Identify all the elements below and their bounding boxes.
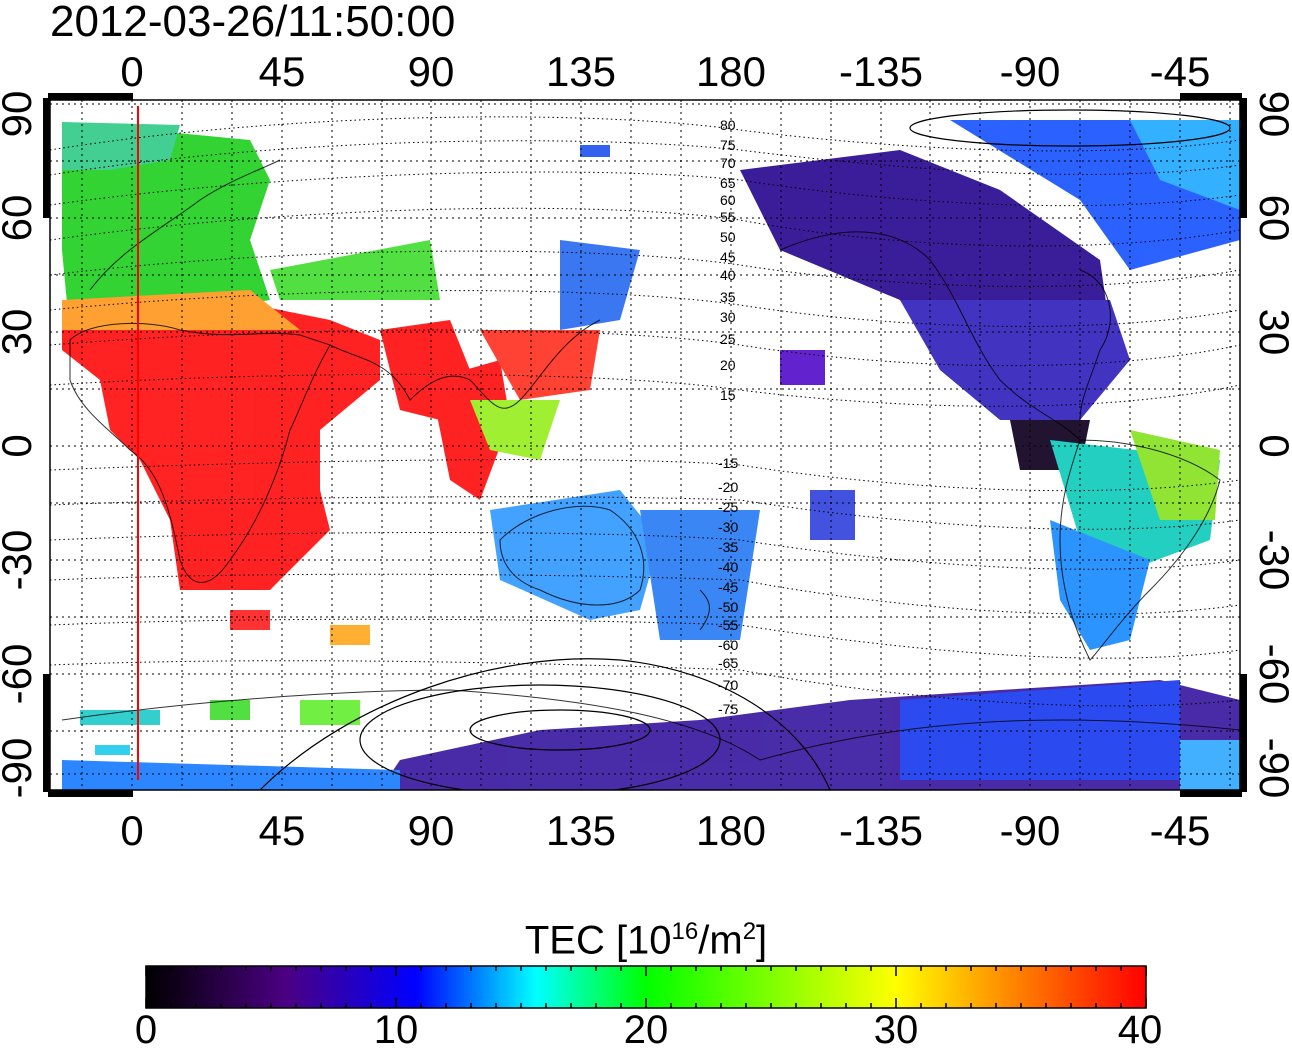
left-latitude-labels: 90 60 30 0 -30 -60 -90: [0, 91, 40, 799]
colorbar-label-0: 0: [134, 1008, 158, 1052]
svg-text:70: 70: [720, 155, 736, 171]
svg-text:45: 45: [259, 807, 306, 854]
svg-text:0: 0: [0, 434, 40, 457]
svg-text:30: 30: [1251, 309, 1292, 356]
svg-text:25: 25: [720, 331, 736, 347]
svg-text:-65: -65: [718, 655, 738, 671]
plot-frame: [49, 99, 1241, 791]
svg-text:-45: -45: [1150, 807, 1211, 854]
svg-text:-55: -55: [718, 617, 738, 633]
svg-text:-70: -70: [718, 677, 738, 693]
svg-text:-60: -60: [1251, 644, 1292, 705]
svg-text:20: 20: [720, 357, 736, 373]
coastlines: [61, 159, 1241, 761]
svg-text:90: 90: [408, 807, 455, 854]
tec-data-layer: [62, 120, 1240, 790]
svg-text:60: 60: [0, 195, 40, 242]
svg-text:0: 0: [120, 807, 143, 854]
svg-text:-135: -135: [839, 48, 923, 95]
svg-text:-75: -75: [718, 701, 738, 717]
svg-text:-30: -30: [718, 519, 738, 535]
svg-text:30: 30: [720, 309, 736, 325]
svg-text:55: 55: [720, 209, 736, 225]
contour-labels-north: 80 75 70 65 60 55 50 45 40 35 30 25 20 1…: [720, 117, 736, 403]
svg-text:90: 90: [1251, 91, 1292, 138]
colorbar-label-10: 10: [373, 1008, 419, 1052]
svg-text:40: 40: [720, 267, 736, 283]
colorbar-label-40: 40: [1117, 1008, 1163, 1052]
top-longitude-labels: 0 45 90 135 180 -135 -90 -45: [120, 48, 1210, 95]
svg-text:0: 0: [1251, 434, 1292, 457]
colorbar-title: TEC [1016/m2]: [524, 918, 768, 963]
svg-text:-90: -90: [0, 738, 40, 799]
svg-text:-90: -90: [1000, 807, 1061, 854]
timestamp-title: 2012-03-26/11:50:00: [50, 0, 456, 46]
svg-text:180: 180: [696, 48, 766, 95]
svg-text:30: 30: [0, 309, 40, 356]
svg-text:-60: -60: [0, 644, 40, 705]
colorbar-label-20: 20: [623, 1008, 669, 1052]
svg-text:-15: -15: [718, 455, 738, 471]
graticule: [50, 100, 1240, 790]
svg-text:-90: -90: [1000, 48, 1061, 95]
svg-text:0: 0: [120, 48, 143, 95]
svg-text:-35: -35: [718, 539, 738, 555]
svg-text:45: 45: [259, 48, 306, 95]
svg-text:90: 90: [408, 48, 455, 95]
svg-text:75: 75: [720, 137, 736, 153]
svg-text:-30: -30: [1251, 530, 1292, 591]
contour-labels-south: -15 -20 -25 -30 -35 -40 -45 -50 -55 -60 …: [718, 455, 738, 717]
bottom-longitude-labels: 0 45 90 135 180 -135 -90 -45: [120, 807, 1210, 854]
svg-text:60: 60: [720, 192, 736, 208]
svg-text:80: 80: [720, 117, 736, 133]
svg-text:-135: -135: [839, 807, 923, 854]
svg-text:135: 135: [546, 48, 616, 95]
svg-text:-50: -50: [718, 599, 738, 615]
svg-text:-45: -45: [718, 579, 738, 595]
polar-contours: [259, 109, 1231, 790]
svg-text:-30: -30: [0, 530, 40, 591]
svg-text:-40: -40: [718, 559, 738, 575]
svg-text:180: 180: [696, 807, 766, 854]
svg-text:45: 45: [720, 249, 736, 265]
tec-map: 80 75 70 65 60 55 50 45 40 35 30 25 20 1…: [0, 48, 1292, 854]
svg-text:65: 65: [720, 175, 736, 191]
frame-tick-bars: [43, 93, 1247, 797]
svg-text:-60: -60: [718, 637, 738, 653]
svg-text:-25: -25: [718, 499, 738, 515]
svg-text:15: 15: [720, 387, 736, 403]
svg-text:-20: -20: [718, 479, 738, 495]
right-latitude-labels: 90 60 30 0 -30 -60 -90: [1251, 91, 1292, 799]
svg-text:-45: -45: [1150, 48, 1211, 95]
svg-text:35: 35: [720, 289, 736, 305]
colorbar: [145, 965, 1147, 1009]
svg-text:90: 90: [0, 91, 40, 138]
svg-text:135: 135: [546, 807, 616, 854]
colorbar-label-30: 30: [873, 1008, 919, 1052]
svg-text:60: 60: [1251, 195, 1292, 242]
svg-text:50: 50: [720, 229, 736, 245]
svg-text:-90: -90: [1251, 738, 1292, 799]
